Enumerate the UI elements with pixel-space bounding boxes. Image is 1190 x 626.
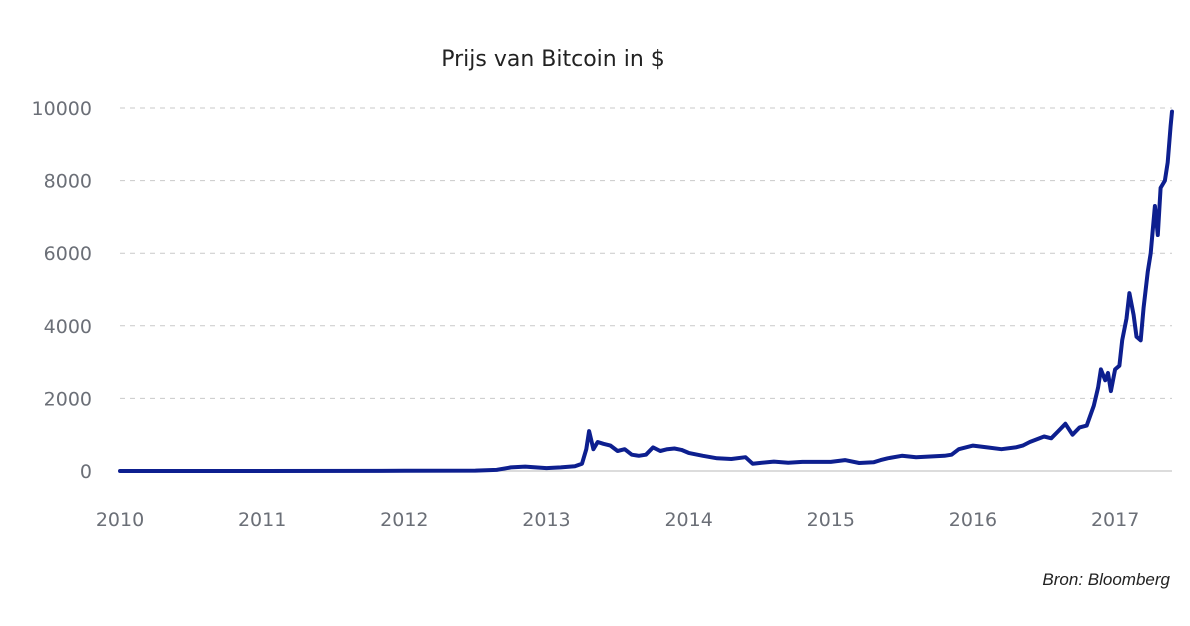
source-note: Bron: Bloomberg — [1042, 570, 1170, 589]
x-tick-label: 2017 — [1091, 509, 1139, 531]
y-tick-label: 0 — [80, 461, 92, 483]
y-tick-label: 2000 — [44, 388, 92, 410]
gridlines — [120, 107, 1172, 399]
x-tick-label: 2013 — [522, 509, 570, 531]
x-tick-label: 2012 — [380, 509, 428, 531]
price-series-line — [118, 109, 1174, 473]
x-axis-ticks: 2010 2011 2012 2013 2014 2015 2016 2017 — [96, 509, 1139, 531]
y-tick-label: 10000 — [32, 98, 92, 120]
y-axis-ticks: 0 2000 4000 6000 8000 10000 — [32, 98, 92, 483]
x-tick-label: 2010 — [96, 509, 144, 531]
y-tick-label: 6000 — [44, 243, 92, 265]
x-tick-label: 2014 — [664, 509, 712, 531]
y-tick-label: 4000 — [44, 316, 92, 338]
chart-title: Prijs van Bitcoin in $ — [441, 47, 665, 72]
x-tick-label: 2011 — [238, 509, 286, 531]
y-tick-label: 8000 — [44, 171, 92, 193]
x-tick-label: 2016 — [949, 509, 997, 531]
x-tick-label: 2015 — [807, 509, 855, 531]
